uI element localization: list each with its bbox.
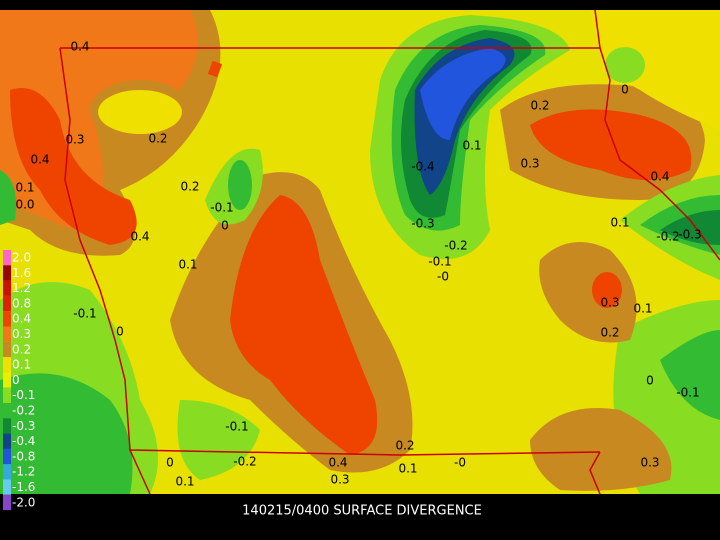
contour-label: 0.1: [15, 181, 34, 195]
colorbar-label: -0.2: [12, 404, 35, 418]
colorbar-label: 1.2: [12, 281, 31, 295]
colorbar-swatch: [3, 326, 11, 342]
contour-label: -0: [437, 270, 449, 284]
colorbar-label: 0.1: [12, 358, 31, 372]
colorbar-swatch: [3, 372, 11, 388]
contour-label: 0.4: [328, 456, 347, 470]
contour-label: 0.4: [30, 153, 49, 167]
colorbar-swatch: [3, 418, 11, 434]
colorbar-label: -1.2: [12, 465, 35, 479]
contour-label: -0.3: [678, 228, 701, 242]
contour-label: 0.0: [15, 198, 34, 212]
colorbar-label: 1.6: [12, 266, 31, 280]
contour-label: 0: [116, 325, 124, 339]
colorbar-label: -0.3: [12, 419, 35, 433]
colorbar-label: -0.1: [12, 388, 35, 402]
colorbar-swatch: [3, 250, 11, 266]
colorbar-label: -0.4: [12, 434, 35, 448]
contour-label: -0.1: [676, 386, 699, 400]
contour-label: -0.1: [428, 255, 451, 269]
contour-label: -0.2: [656, 230, 679, 244]
contour-label: 0.1: [633, 302, 652, 316]
contour-label: 0: [646, 374, 654, 388]
contour-label: 0.3: [330, 473, 349, 487]
contour-label: -0.2: [444, 239, 467, 253]
colorbar-label: 0.2: [12, 342, 31, 356]
colorbar-label: -2.0: [12, 495, 35, 509]
colorbar-swatch: [3, 357, 11, 373]
colorbar-swatch: [3, 494, 11, 511]
colorbar-label: 2.0: [12, 251, 31, 265]
contour-labels: 0.40.3 0.20.40.10.00.2-0.100.40.1-0.10-0.…: [15, 40, 701, 489]
contour-label: 0: [166, 456, 174, 470]
contour-label: 0.1: [175, 475, 194, 489]
contour-label: 0.4: [650, 170, 669, 184]
contour-label: 0.2: [180, 180, 199, 194]
contour-label: 0.2: [148, 132, 167, 146]
contour-label: 0.1: [398, 462, 417, 476]
contour-label: 0.4: [70, 40, 89, 54]
colorbar-label: -1.6: [12, 480, 35, 494]
contour-label: 0.3: [65, 133, 84, 147]
colorbar-label: 0.8: [12, 296, 31, 310]
contour-label: -0: [454, 456, 466, 470]
colorbar-label: 0.4: [12, 312, 31, 326]
contour-label: 0.2: [395, 439, 414, 453]
colorbar-label: 0.3: [12, 327, 31, 341]
contour-label: 0.1: [610, 216, 629, 230]
colorbar-swatch: [3, 464, 11, 480]
contour-label: -0.3: [411, 217, 434, 231]
contour-label: -0.2: [233, 455, 256, 469]
contour-label: 0.3: [520, 157, 539, 171]
colorbar-swatch: [3, 311, 11, 327]
contour-label: 0.3: [600, 296, 619, 310]
contour-label: -0.1: [210, 201, 233, 215]
contour-label: 0.2: [600, 326, 619, 340]
colorbar-swatch: [3, 265, 11, 281]
contour-label: -0.1: [225, 420, 248, 434]
colorbar-swatch: [3, 341, 11, 358]
contour-label: 0.1: [462, 139, 481, 153]
state-borders: [59, 9, 720, 495]
contour-label: 0: [221, 219, 229, 233]
contour-label: 0: [621, 83, 629, 97]
contour-label: -0.1: [73, 307, 96, 321]
contour-label: 0.1: [178, 258, 197, 272]
colorbar: 2.01.61.20.80.40.30.20.10-0.1-0.2-0.3-0.…: [3, 250, 35, 511]
colorbar-swatch: [3, 433, 11, 449]
contour-label: -0.4: [411, 160, 434, 174]
map-field: [0, 10, 720, 494]
colorbar-swatch: [3, 479, 11, 495]
contour-label: 0.2: [530, 99, 549, 113]
contour-label: 0.3: [640, 456, 659, 470]
colorbar-swatch: [3, 280, 11, 296]
colorbar-swatch: [3, 448, 11, 465]
map-title: 140215/0400 SURFACE DIVERGENCE: [242, 504, 482, 519]
colorbar-label: -0.8: [12, 449, 35, 463]
colorbar-swatch: [3, 387, 11, 403]
colorbar-swatch: [3, 403, 11, 419]
colorbar-swatch: [3, 295, 11, 312]
colorbar-label: 0: [12, 373, 20, 387]
contour-label: 0.4: [130, 230, 149, 244]
